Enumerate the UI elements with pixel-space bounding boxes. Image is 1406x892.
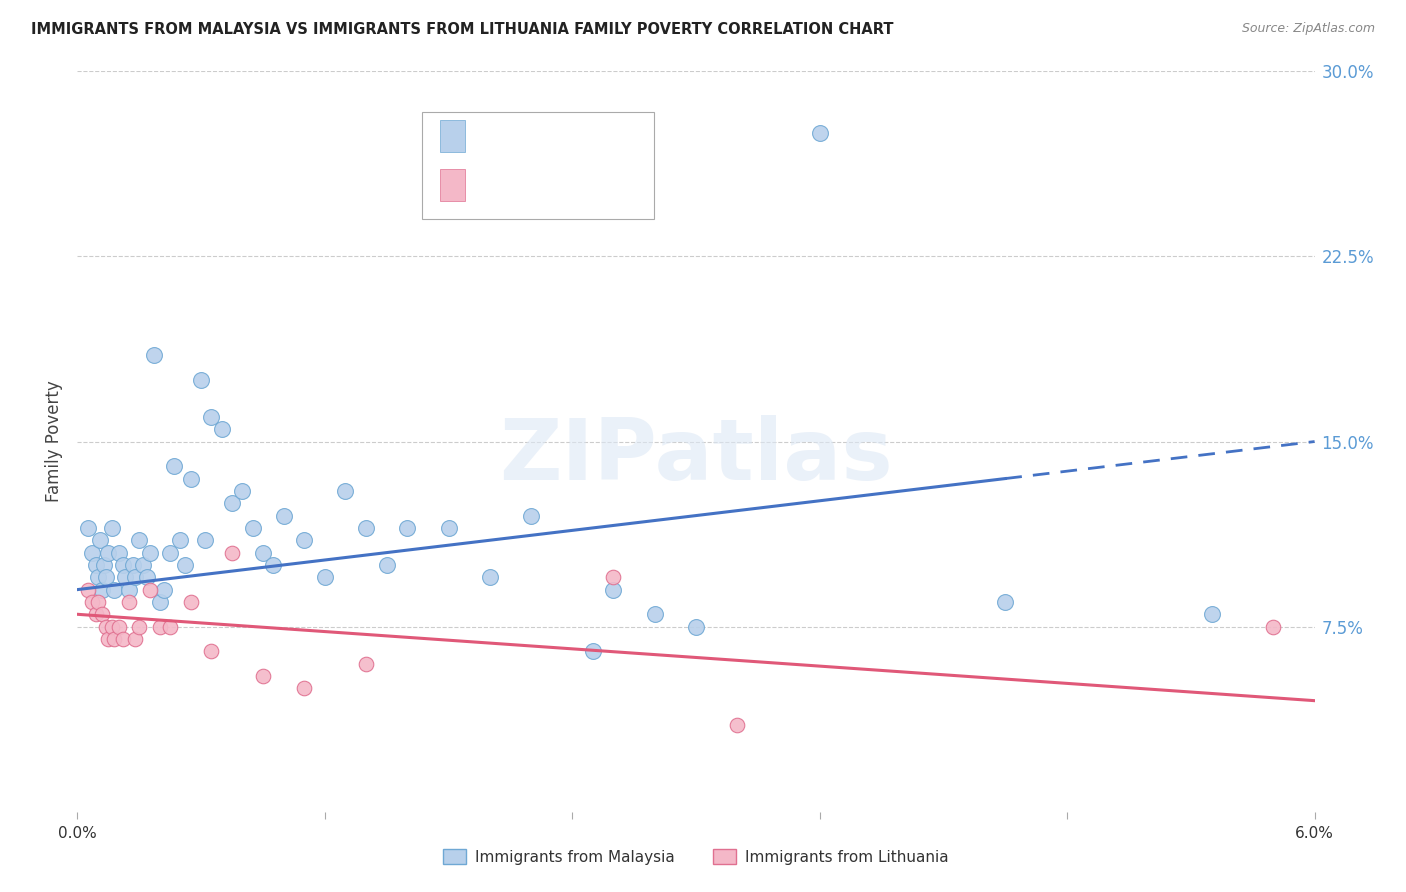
Point: [128, 533, 150, 548]
Point: [101, 521, 124, 535]
Point: [180, 595, 202, 609]
Point: [273, 508, 295, 523]
Point: [231, 483, 253, 498]
Point: [725, 718, 748, 732]
Point: [97, 632, 120, 646]
Text: 0.197: 0.197: [522, 127, 574, 145]
Point: [644, 607, 666, 622]
Point: [602, 582, 624, 597]
Point: [200, 644, 222, 658]
Point: [159, 619, 181, 633]
Point: [292, 533, 315, 548]
Point: [252, 545, 274, 560]
Point: [87, 570, 110, 584]
Point: [211, 422, 233, 436]
Point: [96, 570, 118, 584]
Point: [84, 607, 107, 622]
Point: [91, 582, 114, 597]
Point: [136, 570, 159, 584]
Point: [128, 619, 150, 633]
Point: [437, 521, 460, 535]
Point: [262, 558, 284, 572]
Point: [138, 545, 160, 560]
Point: [252, 669, 274, 683]
Point: [375, 558, 398, 572]
Text: R =: R =: [479, 176, 510, 194]
Point: [173, 558, 195, 572]
Point: [93, 558, 115, 572]
Point: [994, 595, 1017, 609]
Point: [122, 558, 145, 572]
Point: [169, 533, 191, 548]
Point: [808, 126, 831, 140]
Point: [118, 595, 141, 609]
Point: [87, 595, 110, 609]
Point: [76, 521, 98, 535]
Point: [190, 373, 212, 387]
Point: [520, 508, 543, 523]
Text: Source: ZipAtlas.com: Source: ZipAtlas.com: [1241, 22, 1375, 36]
Point: [221, 545, 243, 560]
Point: [89, 533, 111, 548]
Text: 55: 55: [609, 127, 631, 145]
Point: [142, 348, 165, 362]
Point: [103, 632, 125, 646]
Text: IMMIGRANTS FROM MALAYSIA VS IMMIGRANTS FROM LITHUANIA FAMILY POVERTY CORRELATION: IMMIGRANTS FROM MALAYSIA VS IMMIGRANTS F…: [31, 22, 893, 37]
Point: [582, 644, 605, 658]
Point: [111, 632, 134, 646]
Point: [97, 545, 120, 560]
Point: [335, 483, 357, 498]
Point: [149, 595, 172, 609]
Y-axis label: Family Poverty: Family Poverty: [45, 381, 63, 502]
Point: [80, 595, 103, 609]
Text: -0.235: -0.235: [519, 176, 578, 194]
Legend: Immigrants from Malaysia, Immigrants from Lithuania: Immigrants from Malaysia, Immigrants fro…: [437, 843, 955, 871]
Point: [107, 545, 129, 560]
Point: [76, 582, 98, 597]
Point: [103, 582, 125, 597]
Point: [194, 533, 217, 548]
Point: [292, 681, 315, 696]
Point: [153, 582, 176, 597]
Point: [107, 619, 129, 633]
Point: [101, 619, 124, 633]
Point: [91, 607, 114, 622]
Point: [163, 459, 186, 474]
Point: [314, 570, 336, 584]
Point: [478, 570, 501, 584]
Point: [180, 471, 202, 485]
Point: [132, 558, 155, 572]
Point: [149, 619, 172, 633]
Point: [114, 570, 136, 584]
Point: [159, 545, 181, 560]
Point: [96, 619, 118, 633]
Point: [80, 545, 103, 560]
Point: [111, 558, 134, 572]
Point: [200, 409, 222, 424]
Point: [602, 570, 624, 584]
Text: N =: N =: [581, 176, 612, 194]
Point: [396, 521, 419, 535]
Point: [124, 632, 146, 646]
Point: [118, 582, 141, 597]
Point: [84, 558, 107, 572]
Text: R =: R =: [479, 127, 510, 145]
Point: [354, 521, 377, 535]
Point: [138, 582, 160, 597]
Text: N =: N =: [575, 127, 606, 145]
Text: 26: 26: [614, 176, 637, 194]
Point: [685, 619, 707, 633]
Point: [1263, 619, 1285, 633]
Point: [354, 657, 377, 671]
Point: [1201, 607, 1223, 622]
Point: [221, 496, 243, 510]
Text: ZIPatlas: ZIPatlas: [499, 415, 893, 498]
Point: [124, 570, 146, 584]
Point: [242, 521, 264, 535]
